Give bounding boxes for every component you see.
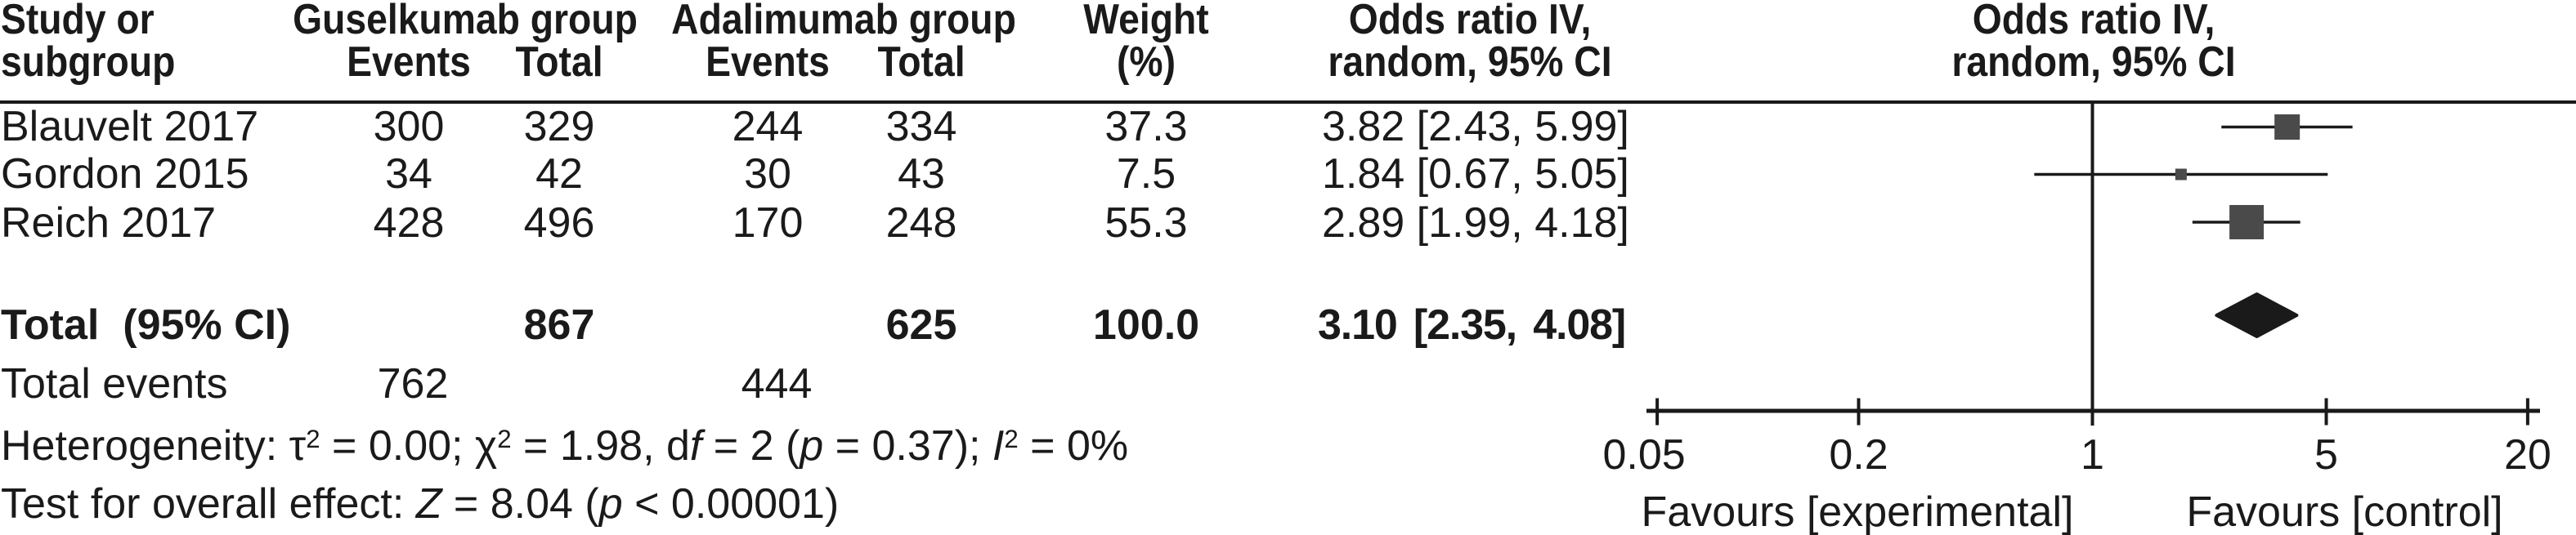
header-weight-line2: (%) [1117, 38, 1176, 86]
row-group2-total: 43 [898, 150, 945, 198]
total-events-group2: 444 [741, 360, 813, 408]
row-group1-events: 34 [385, 150, 432, 198]
header-or-plot-line1: Odds ratio IV, [1972, 0, 2215, 43]
total-row-label: Total (95% CI) [1, 301, 291, 349]
row-group1-events: 300 [373, 103, 445, 150]
total-or-ci: 3.10 [2.35, 4.08] [1318, 301, 1626, 349]
total-group2-total: 625 [885, 301, 957, 349]
header-weight-line1: Weight [1083, 0, 1209, 43]
row-study-label: Reich 2017 [1, 199, 217, 247]
header-group2-name: Adalimumab group [671, 0, 1016, 43]
row-group2-events: 244 [732, 103, 804, 150]
favours-experimental-label: Favours [experimental] [1641, 488, 2074, 535]
row-or-ci: 3.82 [2.43, 5.99] [1322, 103, 1629, 150]
study-weight-square [2229, 205, 2265, 239]
axis-tick-label: 5 [2314, 431, 2338, 479]
header-group2-total: Total [877, 38, 965, 86]
row-group2-total: 334 [885, 103, 957, 150]
header-group1-name: Guselkumab group [293, 0, 638, 43]
row-or-ci: 1.84 [0.67, 5.05] [1322, 150, 1629, 198]
row-group1-events: 428 [373, 199, 445, 247]
row-group1-total: 329 [523, 103, 595, 150]
row-weight: 37.3 [1104, 103, 1188, 150]
study-weight-square [2274, 114, 2300, 140]
header-group2-events: Events [706, 38, 830, 86]
row-group2-events: 170 [732, 199, 804, 247]
header-study-line2: subgroup [1, 38, 176, 86]
total-events-label: Total events [1, 360, 228, 408]
row-group1-total: 42 [535, 150, 583, 198]
header-or-text-line2: random, 95% CI [1328, 38, 1612, 86]
total-weight: 100.0 [1092, 301, 1200, 349]
total-group1-total: 867 [523, 301, 595, 349]
total-diamond [2215, 292, 2299, 338]
header-group1-events: Events [347, 38, 471, 86]
header-study-line1: Study or [1, 0, 155, 43]
total-events-group1: 762 [377, 360, 449, 408]
heterogeneity-line: Heterogeneity: τ2 = 0.00; χ2 = 1.98, df … [1, 422, 1129, 470]
axis-tick-label: 1 [2081, 431, 2104, 479]
row-group2-total: 248 [885, 199, 957, 247]
row-group1-total: 496 [523, 199, 595, 247]
row-weight: 55.3 [1104, 199, 1188, 247]
overall-effect-line: Test for overall effect: Z = 8.04 (p < 0… [1, 480, 840, 528]
row-or-ci: 2.89 [1.99, 4.18] [1322, 199, 1629, 247]
row-weight: 7.5 [1116, 150, 1176, 198]
axis-tick-label: 20 [2503, 431, 2551, 479]
header-or-plot-line2: random, 95% CI [1951, 38, 2236, 86]
row-study-label: Blauvelt 2017 [1, 103, 259, 150]
header-or-text-line1: Odds ratio IV, [1348, 0, 1592, 43]
header-group1-total: Total [515, 38, 603, 86]
axis-tick-label: 0.05 [1602, 431, 1686, 479]
favours-control-label: Favours [control] [2186, 488, 2503, 535]
row-group2-events: 30 [744, 150, 791, 198]
study-weight-square [2175, 168, 2187, 181]
row-study-label: Gordon 2015 [1, 150, 249, 198]
axis-tick-label: 0.2 [1829, 431, 1888, 479]
